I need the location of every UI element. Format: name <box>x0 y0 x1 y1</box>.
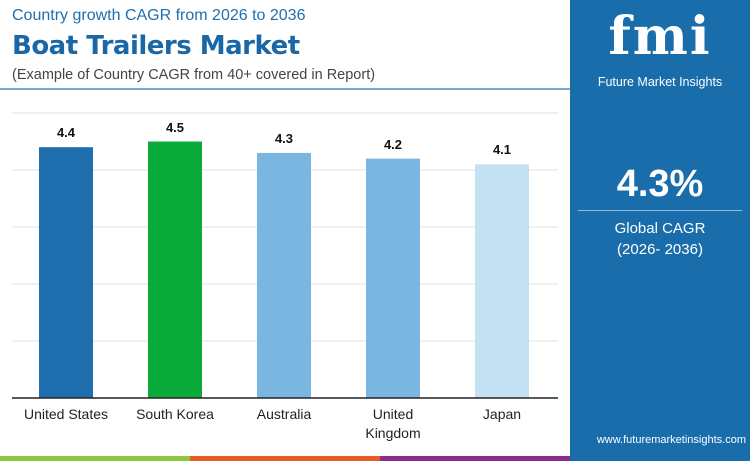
data-label: 4.3 <box>274 130 294 146</box>
fmi-logo: fmi <box>608 6 712 67</box>
logo-text: Future Market Insights <box>597 75 723 89</box>
bar-chart <box>12 112 558 399</box>
global-cagr-block: Global CAGR (2026- 2036) <box>570 218 750 260</box>
chart-title: Boat Trailers Market <box>12 31 300 61</box>
strip-green <box>0 456 190 461</box>
info-panel: fmi Future Market Insights 4.3% Global C… <box>570 0 750 461</box>
data-label: 4.5 <box>165 119 185 135</box>
strip-orange <box>190 456 380 461</box>
x-tick-label: United Kingdom <box>365 406 421 441</box>
global-cagr-label: Global CAGR <box>614 220 706 237</box>
bar-south-korea <box>148 141 202 398</box>
strip-purple <box>380 456 570 461</box>
data-label: 4.2 <box>383 136 403 152</box>
x-tick-label: Japan <box>482 406 522 422</box>
website-link[interactable]: www.futuremarketinsights.com <box>596 434 746 446</box>
panel-divider <box>578 210 742 211</box>
bar-united-states <box>39 147 93 398</box>
bar-united-kingdom <box>366 158 420 398</box>
chart-subtitle: Country growth CAGR from 2026 to 2036 <box>12 7 306 24</box>
period-label: (2026- 2036) <box>617 241 703 258</box>
bar-australia <box>257 152 311 398</box>
x-tick-label: South Korea <box>136 406 214 422</box>
x-tick-label: Australia <box>256 406 312 422</box>
bar-japan <box>475 164 529 398</box>
header-divider <box>0 88 570 90</box>
data-label: 4.4 <box>56 125 76 141</box>
data-label: 4.1 <box>492 142 512 158</box>
x-tick-label: United States <box>23 406 109 422</box>
chart-note: (Example of Country CAGR from 40+ covere… <box>12 67 376 83</box>
global-cagr-value: 4.3% <box>616 163 704 205</box>
